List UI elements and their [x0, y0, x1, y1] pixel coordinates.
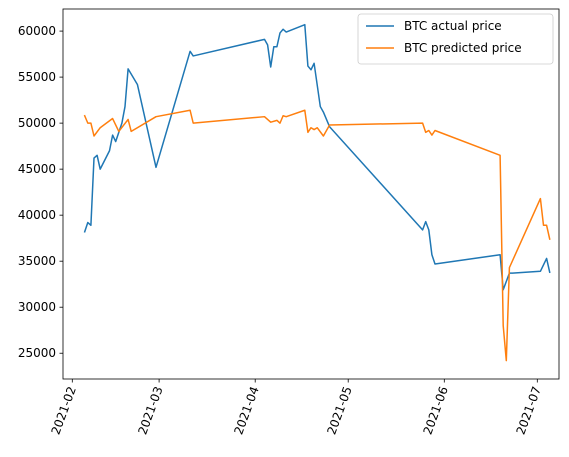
series-line-2: [83, 109, 551, 362]
series-layer: [83, 23, 551, 362]
y-tick-label: 60000: [18, 24, 56, 38]
series-line-1: [83, 23, 551, 291]
y-tick-label: 40000: [18, 208, 56, 222]
y-tick-label: 25000: [18, 346, 56, 360]
legend: BTC actual price BTC predicted price: [357, 13, 554, 65]
y-tick-label: 35000: [18, 254, 56, 268]
y-tick-label: 30000: [18, 300, 56, 314]
y-tick-label: 55000: [18, 70, 56, 84]
legend-label-2: BTC predicted price: [404, 41, 522, 55]
legend-box: [357, 13, 554, 65]
legend-label-1: BTC actual price: [404, 19, 502, 33]
y-tick-label: 50000: [18, 116, 56, 130]
plot-frame: [62, 8, 560, 380]
y-axis: 25000 30000 35000 40000 45000 50000 55000 60000: [18, 24, 63, 360]
y-tick-label: 45000: [18, 162, 56, 176]
